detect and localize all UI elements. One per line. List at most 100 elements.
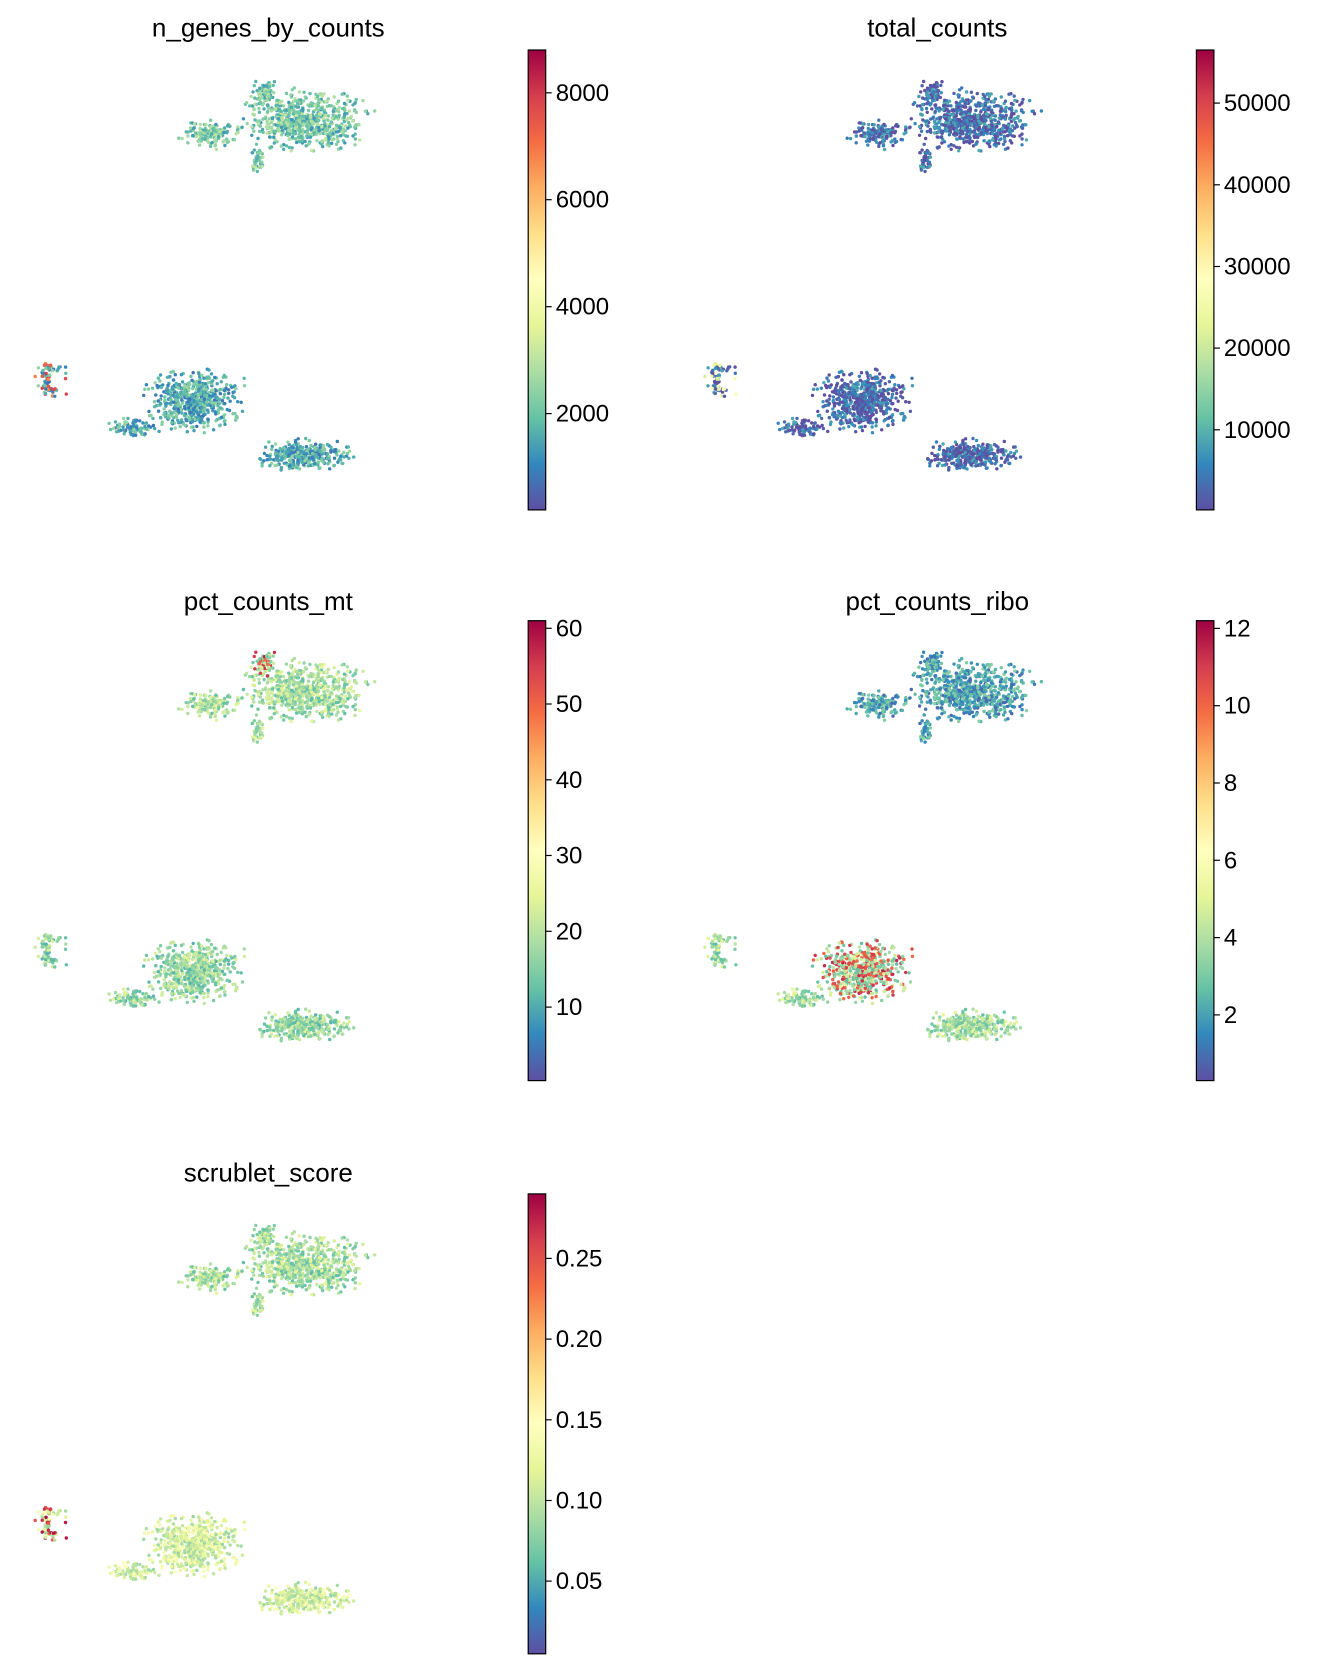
scatter-point <box>857 374 861 378</box>
scatter-point <box>164 388 169 392</box>
scatter-point <box>338 704 343 709</box>
scatter-point <box>251 683 255 687</box>
scatter-point <box>223 143 227 148</box>
scatter-point <box>321 444 326 448</box>
scatter-point <box>845 407 849 412</box>
scatter-point <box>329 691 334 695</box>
scatter-point <box>227 124 232 129</box>
scatter-point <box>882 419 886 423</box>
scatter-point <box>281 688 285 692</box>
scatter-point <box>303 690 307 694</box>
scatter-point <box>230 385 234 389</box>
scatter-point <box>354 97 358 102</box>
scatter-point <box>236 125 240 129</box>
scatter-point <box>147 409 151 414</box>
scatter-point <box>222 395 226 400</box>
scatter-point <box>302 99 306 103</box>
scatter-point <box>263 87 267 92</box>
scatter-point <box>949 104 953 108</box>
scatter-points <box>703 79 1044 472</box>
scatter-point <box>261 701 265 705</box>
scatter-point <box>290 146 294 150</box>
scatter-point <box>845 404 849 408</box>
scatter-point <box>200 373 204 378</box>
scatter-point <box>335 439 339 444</box>
scatter-point <box>206 418 210 422</box>
scatter-point <box>867 405 872 410</box>
scatter-point <box>293 137 298 141</box>
scatter-point <box>972 134 976 138</box>
scatter-point <box>338 134 343 138</box>
scatter-point <box>1013 98 1017 103</box>
scatter-point <box>195 415 199 420</box>
scatter-point <box>284 662 289 666</box>
scatter-point <box>279 696 284 700</box>
scatter-point <box>944 129 949 133</box>
scatter-point <box>207 368 211 372</box>
scatter-point <box>322 460 326 465</box>
scatter-point <box>900 390 904 394</box>
scatter-point <box>953 440 958 444</box>
scatter-point <box>107 421 111 425</box>
scatter-point <box>266 126 270 130</box>
colorbar-tick-label: 4000 <box>556 294 609 321</box>
scatter-point <box>992 128 997 133</box>
scatter-point <box>309 698 313 702</box>
scatter-point <box>263 445 268 449</box>
scatter-point <box>188 126 193 130</box>
scatter-point <box>206 424 210 428</box>
scatter-point <box>790 416 795 421</box>
scatter-point <box>260 103 265 107</box>
scatter-point <box>706 366 710 370</box>
scatter-point <box>312 131 316 135</box>
scatter-point <box>317 125 321 130</box>
scatter-point <box>282 446 286 450</box>
scatter-point <box>281 104 286 108</box>
scatter-point <box>970 139 975 144</box>
scatter-point <box>267 693 271 697</box>
scatter-point <box>993 97 998 101</box>
scatter-point <box>945 447 950 451</box>
scatter-point <box>851 384 855 388</box>
scatter-point <box>113 420 118 424</box>
scatter-point <box>357 123 361 127</box>
scatter-point <box>921 102 925 107</box>
scatter-point <box>262 107 266 111</box>
scatter-point <box>44 366 48 370</box>
scatter-point <box>886 387 890 392</box>
scatter-point <box>117 426 121 430</box>
scatter-point <box>778 427 782 432</box>
scatter-point <box>180 380 185 384</box>
scatter-point <box>915 104 920 108</box>
scatter-point <box>315 688 319 693</box>
scatter-point <box>352 455 356 459</box>
scatter-point <box>891 126 895 130</box>
scatter-point <box>217 134 221 139</box>
scatter-point <box>821 426 826 431</box>
scatter-point <box>202 425 206 429</box>
scatter-point <box>266 109 270 114</box>
scatter-point <box>228 399 232 403</box>
scatter-point <box>1016 114 1020 119</box>
scatter-point <box>329 674 333 679</box>
scatter-point <box>992 442 997 447</box>
scatter-point <box>151 423 156 428</box>
scatter-point <box>703 374 707 379</box>
scatter-point <box>904 130 908 135</box>
scatter-point <box>329 450 333 454</box>
scatter-point <box>1012 118 1016 122</box>
scatter-point <box>857 129 861 133</box>
scatter-point <box>307 104 311 108</box>
scatter-point <box>1028 98 1032 103</box>
scatter-point <box>836 375 840 379</box>
scatter-point <box>927 160 932 164</box>
scatter-point <box>198 420 202 424</box>
scatter-point <box>303 95 308 99</box>
scatter-point <box>306 461 311 465</box>
scatter-point <box>346 669 350 673</box>
scatter-point <box>844 398 848 403</box>
scatter-point <box>342 115 346 120</box>
scatter-point <box>944 459 948 463</box>
scatter-point <box>821 400 825 404</box>
scatter-point <box>983 460 988 464</box>
